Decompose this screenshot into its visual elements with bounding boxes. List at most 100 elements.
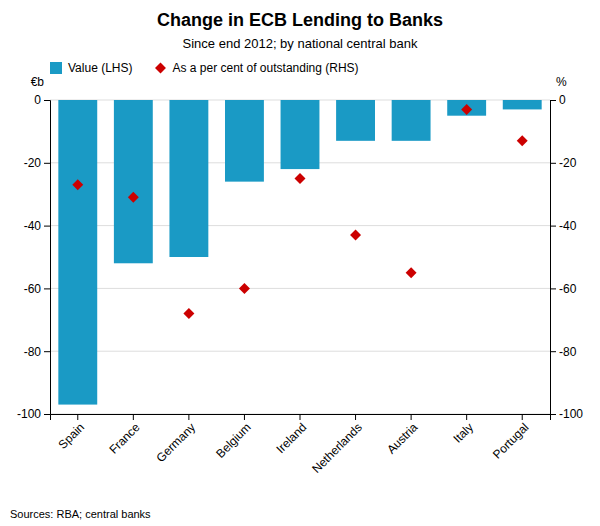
legend: Value (LHS) As a per cent of outstanding … xyxy=(50,61,359,75)
tick: -60 xyxy=(550,282,577,296)
tick-mark xyxy=(44,100,50,101)
y2-axis-label: % xyxy=(556,75,567,89)
legend-swatch xyxy=(155,63,166,74)
bar xyxy=(503,100,542,109)
tick: Germany xyxy=(153,414,198,465)
y2-axis: -100 -80 -60 -40 -20 0 xyxy=(550,93,583,421)
tick-mark xyxy=(550,163,556,164)
tick-label: Portugal xyxy=(490,420,532,462)
tick-mark xyxy=(550,226,556,227)
tick: -80 xyxy=(24,345,50,359)
marker xyxy=(295,173,306,184)
axis-line xyxy=(44,101,51,415)
tick-label: Netherlands xyxy=(309,420,365,476)
tick-label: 0 xyxy=(559,93,566,107)
bar xyxy=(114,100,153,263)
title: Change in ECB Lending to Banks xyxy=(157,10,443,30)
marker xyxy=(128,192,139,203)
marker xyxy=(517,135,528,146)
marker xyxy=(239,283,250,294)
marker xyxy=(406,267,417,278)
bar xyxy=(336,100,375,141)
grid-line xyxy=(50,351,550,352)
tick-label: France xyxy=(106,420,143,457)
tick-mark xyxy=(244,414,245,420)
tick-mark xyxy=(550,100,556,101)
tick-label: Ireland xyxy=(273,420,309,456)
tick: -20 xyxy=(24,156,50,170)
plot-area: Spain France Germany Belgium IrelandNetherla… xyxy=(17,75,583,476)
legend-label: As a per cent of outstanding (RHS) xyxy=(172,61,358,75)
axis-line xyxy=(51,415,551,421)
marker xyxy=(183,308,194,319)
tick: -80 xyxy=(550,345,577,359)
tick-mark xyxy=(550,414,556,415)
marker xyxy=(350,230,361,241)
tick-mark xyxy=(355,414,356,420)
tick-label: -100 xyxy=(17,407,41,421)
tick-mark xyxy=(44,226,50,227)
bar xyxy=(169,100,208,257)
series xyxy=(72,104,527,319)
tick: -40 xyxy=(550,219,577,233)
tick-label: -40 xyxy=(24,219,42,233)
legend-swatch xyxy=(50,62,62,74)
tick-label: -100 xyxy=(559,407,583,421)
tick: Austria xyxy=(384,414,421,457)
tick-label: Italy xyxy=(451,420,476,445)
tick: -100 xyxy=(17,407,50,421)
y-axis: -100 -80 -60 -40 -20 0 xyxy=(17,93,51,421)
tick-label: -80 xyxy=(559,345,577,359)
tick: Portugal xyxy=(490,414,532,462)
bar xyxy=(447,100,486,116)
tick-mark xyxy=(300,414,301,420)
tick-mark xyxy=(550,288,556,289)
tick-label: 0 xyxy=(34,93,41,107)
legend-item: Value (LHS) xyxy=(50,61,132,75)
legend-item: As a per cent of outstanding (RHS) xyxy=(155,61,359,75)
tick-label: -60 xyxy=(559,282,577,296)
tick-mark xyxy=(44,288,50,289)
bar xyxy=(392,100,431,141)
source: Sources: RBA; central banks xyxy=(10,508,151,520)
tick-mark xyxy=(411,414,412,420)
tick-label: Belgium xyxy=(213,420,254,461)
tick-mark xyxy=(522,414,523,420)
tick: -20 xyxy=(550,156,577,170)
tick: -100 xyxy=(550,407,583,421)
tick: 0 xyxy=(34,93,50,107)
tick-label: Germany xyxy=(153,420,198,465)
series xyxy=(58,100,541,405)
tick-mark xyxy=(550,351,556,352)
bar xyxy=(225,100,264,182)
marker xyxy=(72,179,83,190)
tick-label: Austria xyxy=(384,420,421,457)
tick-label: -60 xyxy=(24,282,42,296)
y-axis-label: €b xyxy=(31,75,45,89)
tick: Italy xyxy=(451,414,476,446)
grid xyxy=(50,100,550,414)
marks xyxy=(58,100,541,405)
marker xyxy=(461,104,472,115)
tick: -40 xyxy=(24,219,50,233)
subtitle: Since end 2012; by national central bank xyxy=(183,36,418,51)
legend-label: Value (LHS) xyxy=(68,61,132,75)
tick-mark xyxy=(466,414,467,420)
chart: Change in ECB Lending to Banks Since end … xyxy=(0,0,600,526)
grid-line xyxy=(50,288,550,289)
tick-label: -20 xyxy=(559,156,577,170)
tick-label: -80 xyxy=(24,345,42,359)
tick-label: Spain xyxy=(56,420,88,452)
tick-mark xyxy=(133,414,134,420)
tick: Netherlands xyxy=(309,414,365,476)
tick-mark xyxy=(44,163,50,164)
tick: -60 xyxy=(24,282,50,296)
x-axis: Spain France Germany Belgium IrelandNetherla… xyxy=(51,414,551,476)
tick: Spain xyxy=(56,414,88,452)
tick-mark xyxy=(44,414,50,415)
tick: Belgium xyxy=(213,414,254,461)
tick: 0 xyxy=(550,93,566,107)
tick-label: -20 xyxy=(24,156,42,170)
tick-mark xyxy=(44,351,50,352)
tick-mark xyxy=(77,414,78,420)
